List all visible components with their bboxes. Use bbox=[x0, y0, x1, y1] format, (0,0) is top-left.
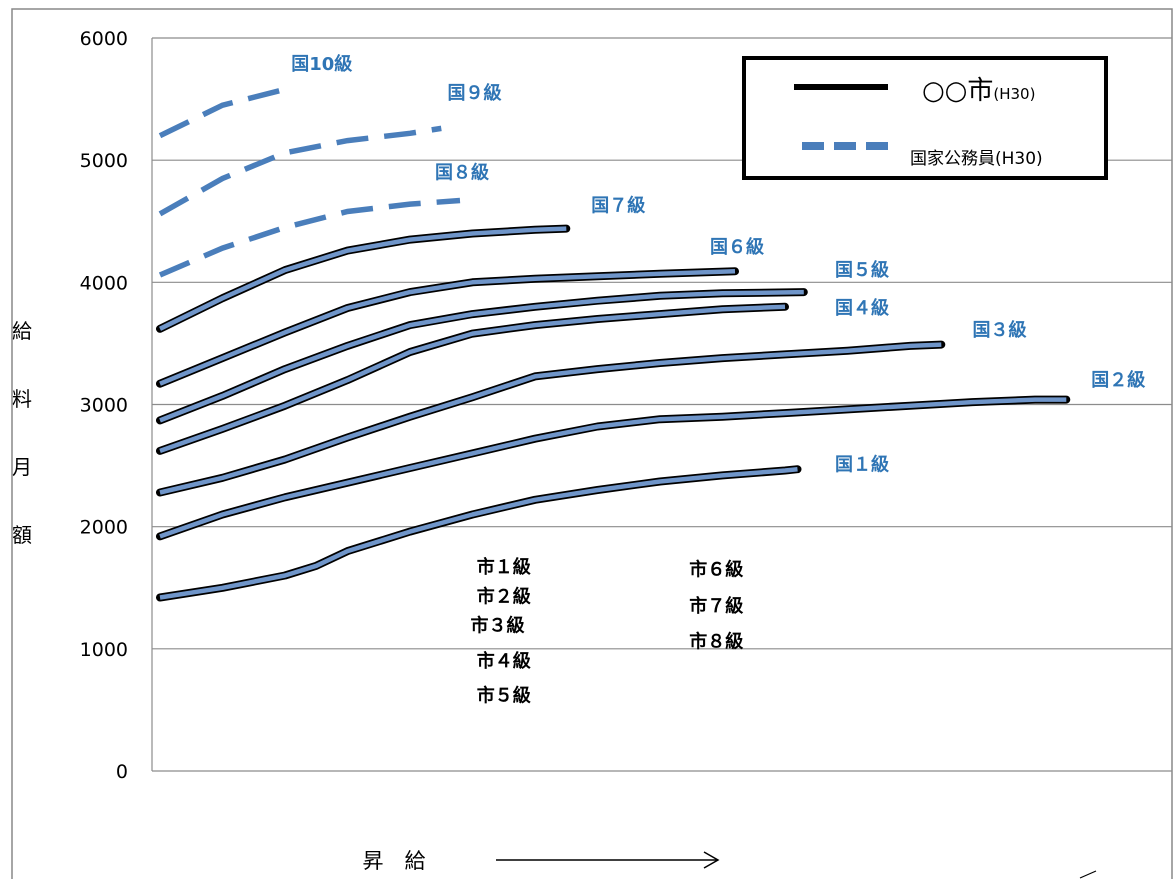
city-label-8: 市８級 bbox=[689, 631, 743, 653]
city-label-4: 市４級 bbox=[477, 650, 531, 672]
national-series-line-2 bbox=[159, 397, 1067, 539]
city-label-3: 市３級 bbox=[471, 615, 525, 637]
city-series-line-2 bbox=[156, 395, 1071, 541]
legend-city-suffix: (H30) bbox=[993, 85, 1036, 103]
legend-national-suffix: (H30) bbox=[995, 149, 1043, 169]
legend-swatch-national bbox=[802, 142, 896, 150]
y-tick-label-2000: 2000 bbox=[80, 517, 128, 539]
series-label-9: 国９級 bbox=[448, 82, 502, 104]
x-axis-arrowhead bbox=[703, 851, 720, 869]
legend-entry-national: 国家公務員(H30) bbox=[910, 144, 1043, 169]
legend: ○○市(H30) 国家公務員(H30) bbox=[742, 56, 1108, 180]
national-series-line-4 bbox=[159, 304, 786, 454]
x-axis-arrow-fragment bbox=[1079, 870, 1097, 879]
series-label-4: 国４級 bbox=[835, 297, 889, 319]
legend-entry-city: ○○市(H30) bbox=[922, 70, 1035, 107]
national-series-line-3 bbox=[159, 342, 942, 495]
national-series-line-9 bbox=[158, 125, 442, 217]
x-axis-label: 昇 給 bbox=[363, 849, 426, 873]
series-label-2: 国２級 bbox=[1091, 369, 1145, 391]
city-series-line-3 bbox=[156, 340, 946, 497]
national-series-line-10 bbox=[158, 86, 286, 139]
y-tick-label-3000: 3000 bbox=[80, 395, 128, 417]
city-label-1: 市１級 bbox=[477, 556, 531, 578]
series-label-10: 国10級 bbox=[291, 53, 352, 75]
y-tick-label-5000: 5000 bbox=[80, 150, 128, 172]
series-label-8: 国８級 bbox=[435, 161, 489, 183]
city-label-7: 市７級 bbox=[689, 595, 743, 617]
city-label-2: 市２級 bbox=[477, 585, 531, 607]
y-axis-label-char: 月 bbox=[12, 455, 32, 479]
national-series-line-1 bbox=[159, 466, 798, 600]
series-label-7: 国７級 bbox=[591, 194, 645, 216]
y-axis-label-char: 給 bbox=[12, 319, 32, 343]
series-label-5: 国５級 bbox=[835, 259, 889, 281]
y-tick-label-6000: 6000 bbox=[80, 28, 128, 50]
city-label-5: 市５級 bbox=[477, 684, 531, 706]
series-label-6: 国６級 bbox=[710, 236, 764, 258]
national-series-line-5 bbox=[159, 289, 804, 423]
city-label-6: 市６級 bbox=[689, 559, 743, 581]
y-tick-label-0: 0 bbox=[116, 761, 128, 783]
legend-swatch-city bbox=[794, 84, 888, 90]
y-axis-label-char: 額 bbox=[12, 523, 32, 547]
legend-city-name: ○○市 bbox=[922, 76, 994, 106]
series-label-1: 国１級 bbox=[835, 453, 889, 475]
y-axis-label-char: 料 bbox=[12, 387, 32, 411]
national-series-line-6 bbox=[159, 269, 736, 386]
national-series-line-8 bbox=[158, 197, 461, 278]
national-series-line-7 bbox=[159, 226, 567, 331]
legend-national-name: 国家公務員 bbox=[910, 149, 995, 169]
series-label-3: 国３級 bbox=[973, 319, 1027, 341]
y-tick-label-1000: 1000 bbox=[80, 639, 128, 661]
chart-frame bbox=[11, 8, 1173, 883]
y-tick-label-4000: 4000 bbox=[80, 272, 128, 294]
